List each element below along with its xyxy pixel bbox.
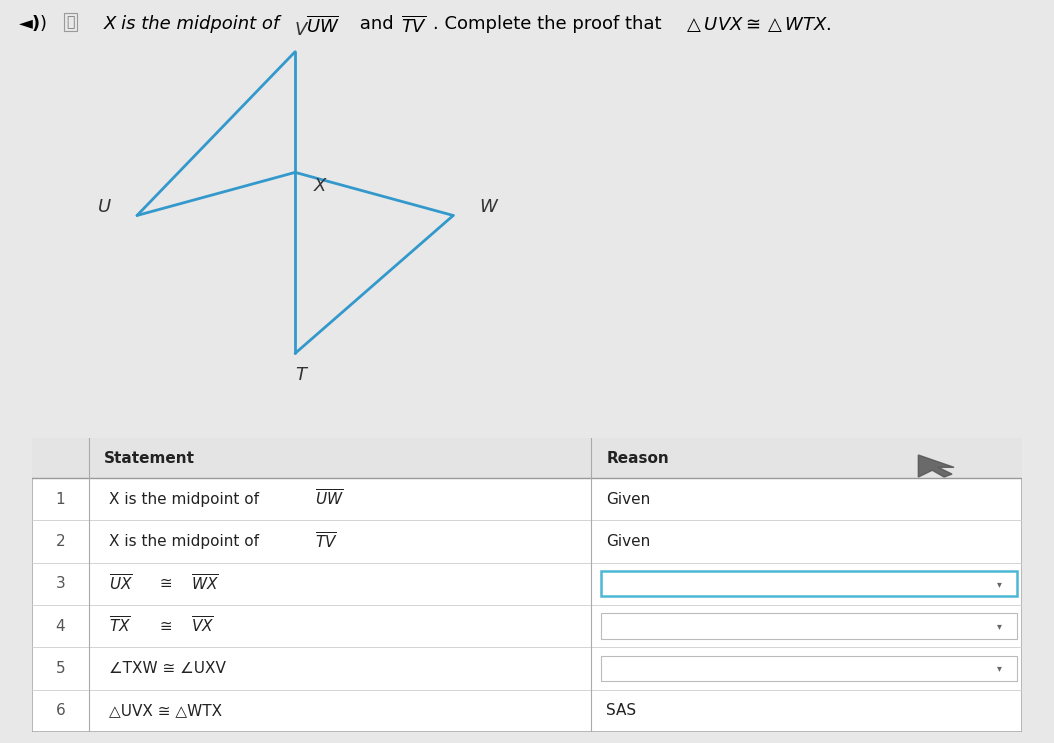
Text: $\overline{TV}$: $\overline{TV}$ bbox=[401, 15, 427, 36]
Text: W: W bbox=[480, 198, 497, 216]
Text: and: and bbox=[354, 15, 399, 33]
Text: V: V bbox=[294, 21, 307, 39]
Text: 5: 5 bbox=[56, 661, 65, 676]
Text: X: X bbox=[314, 177, 327, 195]
Text: $\overline{TV}$: $\overline{TV}$ bbox=[315, 531, 337, 551]
Text: △UVX ≅ △WTX: △UVX ≅ △WTX bbox=[109, 703, 222, 718]
Bar bbox=[601, 614, 1017, 639]
Bar bbox=[32, 438, 1022, 478]
Text: $\overline{TX}$: $\overline{TX}$ bbox=[109, 616, 131, 636]
Text: X is the midpoint of: X is the midpoint of bbox=[109, 534, 264, 549]
Text: $\triangle UVX \cong \triangle WTX$.: $\triangle UVX \cong \triangle WTX$. bbox=[683, 15, 832, 34]
Text: $\overline{VX}$: $\overline{VX}$ bbox=[191, 616, 214, 636]
Text: 山: 山 bbox=[66, 15, 75, 29]
Text: X is the midpoint of: X is the midpoint of bbox=[109, 492, 264, 507]
Text: $\overline{WX}$: $\overline{WX}$ bbox=[191, 574, 219, 594]
Text: 4: 4 bbox=[56, 619, 65, 634]
Text: ≅: ≅ bbox=[156, 619, 178, 634]
Text: 1: 1 bbox=[56, 492, 65, 507]
Text: Statement: Statement bbox=[104, 451, 195, 466]
Text: 2: 2 bbox=[56, 534, 65, 549]
Text: T: T bbox=[295, 366, 306, 384]
Polygon shape bbox=[918, 455, 954, 477]
Text: $\overline{UX}$: $\overline{UX}$ bbox=[109, 574, 133, 594]
Text: ▾: ▾ bbox=[997, 663, 1002, 673]
Text: X is the midpoint of: X is the midpoint of bbox=[103, 15, 286, 33]
Text: Given: Given bbox=[606, 492, 650, 507]
Text: 6: 6 bbox=[56, 703, 65, 718]
Text: ): ) bbox=[40, 15, 47, 33]
Text: Reason: Reason bbox=[606, 451, 669, 466]
Text: $\overline{UW}$: $\overline{UW}$ bbox=[315, 489, 344, 509]
Text: . Complete the proof that: . Complete the proof that bbox=[433, 15, 667, 33]
Text: U: U bbox=[98, 198, 111, 216]
Bar bbox=[601, 655, 1017, 681]
Text: Given: Given bbox=[606, 534, 650, 549]
Text: ≅: ≅ bbox=[156, 577, 178, 591]
Text: ◄): ◄) bbox=[19, 15, 41, 33]
Bar bbox=[601, 571, 1017, 597]
Text: ∠TXW ≅ ∠UXV: ∠TXW ≅ ∠UXV bbox=[109, 661, 226, 676]
Text: 3: 3 bbox=[56, 577, 65, 591]
Text: SAS: SAS bbox=[606, 703, 637, 718]
Text: ▾: ▾ bbox=[997, 579, 1002, 588]
Text: ▾: ▾ bbox=[997, 621, 1002, 631]
Text: $\overline{UW}$: $\overline{UW}$ bbox=[306, 15, 339, 36]
